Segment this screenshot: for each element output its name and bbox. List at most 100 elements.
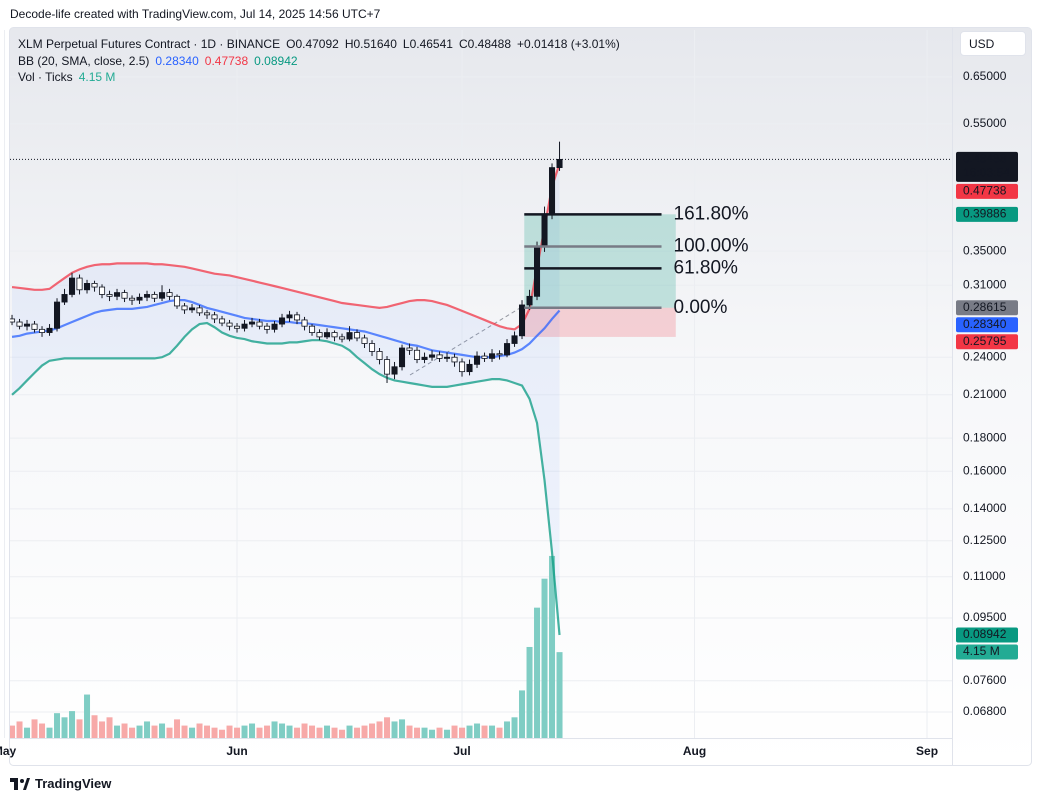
candle-body: [99, 286, 106, 295]
candle-body: [556, 158, 563, 168]
price-label: 16:03:54: [963, 166, 1010, 180]
candle-body: [263, 325, 271, 330]
candle-body: [466, 363, 473, 373]
ohlc-value: 0.46541: [409, 37, 453, 51]
symbol-title: XLM Perpetual Futures Contract · 1D · BI…: [18, 37, 281, 51]
price-label: 0.28340: [963, 317, 1007, 331]
volume-bar: [16, 721, 23, 738]
attribution: Decode-life created with TradingView.com…: [10, 7, 381, 21]
legend: XLM Perpetual Futures Contract · 1D · BI…: [18, 36, 620, 86]
volume-bar: [496, 727, 503, 738]
volume-bar: [219, 729, 226, 738]
candle-body: [248, 321, 256, 325]
candle-body: [151, 294, 158, 299]
volume-bar: [54, 713, 61, 738]
price-label: 4.15 M: [963, 644, 1000, 658]
volume-bar: [309, 725, 316, 738]
candle-body: [451, 356, 458, 363]
candle-body: [534, 246, 541, 297]
volume-bar: [204, 725, 211, 738]
volume-bar: [399, 719, 406, 738]
price-label: 0.28615: [963, 300, 1007, 314]
candle-body: [181, 305, 188, 311]
ohlc-value: 0.47092: [295, 37, 339, 51]
band-value: 0.47738: [204, 53, 249, 68]
candle-body: [308, 325, 316, 333]
candle-body: [338, 336, 346, 340]
change: +0.01418 (+3.01%): [517, 37, 620, 51]
volume-bar: [429, 729, 436, 738]
volume-bar: [474, 723, 481, 738]
logo-icon: [10, 777, 30, 790]
y-tick-label: 0.09500: [963, 610, 1007, 624]
volume-bar: [354, 727, 361, 738]
volume-bar: [61, 717, 68, 738]
volume-bar: [249, 723, 256, 738]
candle-body: [218, 318, 226, 324]
volume-bar: [10, 725, 16, 738]
price-label-bg: [956, 151, 1018, 182]
volume-bar: [444, 729, 451, 738]
candle-body: [241, 323, 248, 329]
volume-bar: [519, 690, 526, 738]
volume-bar: [421, 727, 428, 738]
candle-body: [114, 292, 121, 297]
y-tick-label: 0.14000: [963, 501, 1007, 515]
candle-body: [473, 355, 481, 365]
candle-body: [173, 295, 181, 307]
candle-body: [458, 361, 466, 373]
candle-body: [436, 354, 443, 359]
volume-bar: [406, 725, 413, 738]
candle-body: [316, 332, 323, 338]
candle-body: [353, 332, 361, 339]
volume-bar: [159, 723, 166, 738]
candle-body: [158, 292, 166, 299]
volume-bar: [151, 725, 158, 738]
candle-body: [16, 321, 23, 327]
volume-bar: [339, 729, 346, 738]
candle-body: [203, 312, 211, 316]
candle-body: [293, 314, 301, 321]
candle-body: [383, 359, 391, 375]
candle-body: [286, 314, 293, 319]
volume-bar: [196, 723, 203, 738]
volume-bar: [391, 721, 398, 738]
position-target-zone: [524, 214, 676, 308]
chart-frame: [9, 27, 1032, 766]
volume-bar: [241, 725, 248, 738]
volume-bar: [121, 723, 128, 738]
x-tick-label: Sep: [916, 744, 938, 758]
band-line: [11, 299, 561, 359]
candle-body: [46, 327, 53, 333]
price-label: 0.25795: [963, 334, 1007, 348]
price-label-bg: [956, 183, 1018, 199]
candle-body: [541, 214, 548, 248]
candle-body: [549, 167, 556, 216]
candle-body: [76, 277, 83, 291]
candle-body: [226, 322, 233, 327]
logo: TradingView: [10, 776, 111, 791]
volume-bar: [256, 727, 263, 738]
volume-bar: [69, 711, 76, 738]
legend-row: XLM Perpetual Futures Contract · 1D · BI…: [18, 36, 620, 53]
y-tick-label: 0.21000: [963, 387, 1007, 401]
volume-bar: [504, 721, 511, 738]
candle-body: [233, 325, 241, 329]
x-tick-label: Jul: [453, 744, 470, 758]
volume-bar: [361, 725, 368, 738]
legend-row: Vol · Ticks 4.15 M: [18, 69, 620, 86]
y-tick-label: 0.06800: [963, 704, 1007, 718]
candle-body: [211, 314, 218, 320]
volume-bar: [271, 721, 278, 738]
candle-body: [391, 366, 398, 375]
candle-body: [398, 347, 406, 368]
volume-bar: [541, 578, 548, 738]
price-label: 0.48488: [963, 152, 1007, 166]
volume-bar: [316, 727, 323, 738]
currency-button[interactable]: USD: [960, 31, 1026, 56]
candle-body: [23, 323, 31, 327]
candle-body: [361, 337, 368, 344]
candle-body: [143, 294, 151, 298]
candle-body: [503, 343, 511, 356]
volume-bar: [511, 717, 518, 738]
